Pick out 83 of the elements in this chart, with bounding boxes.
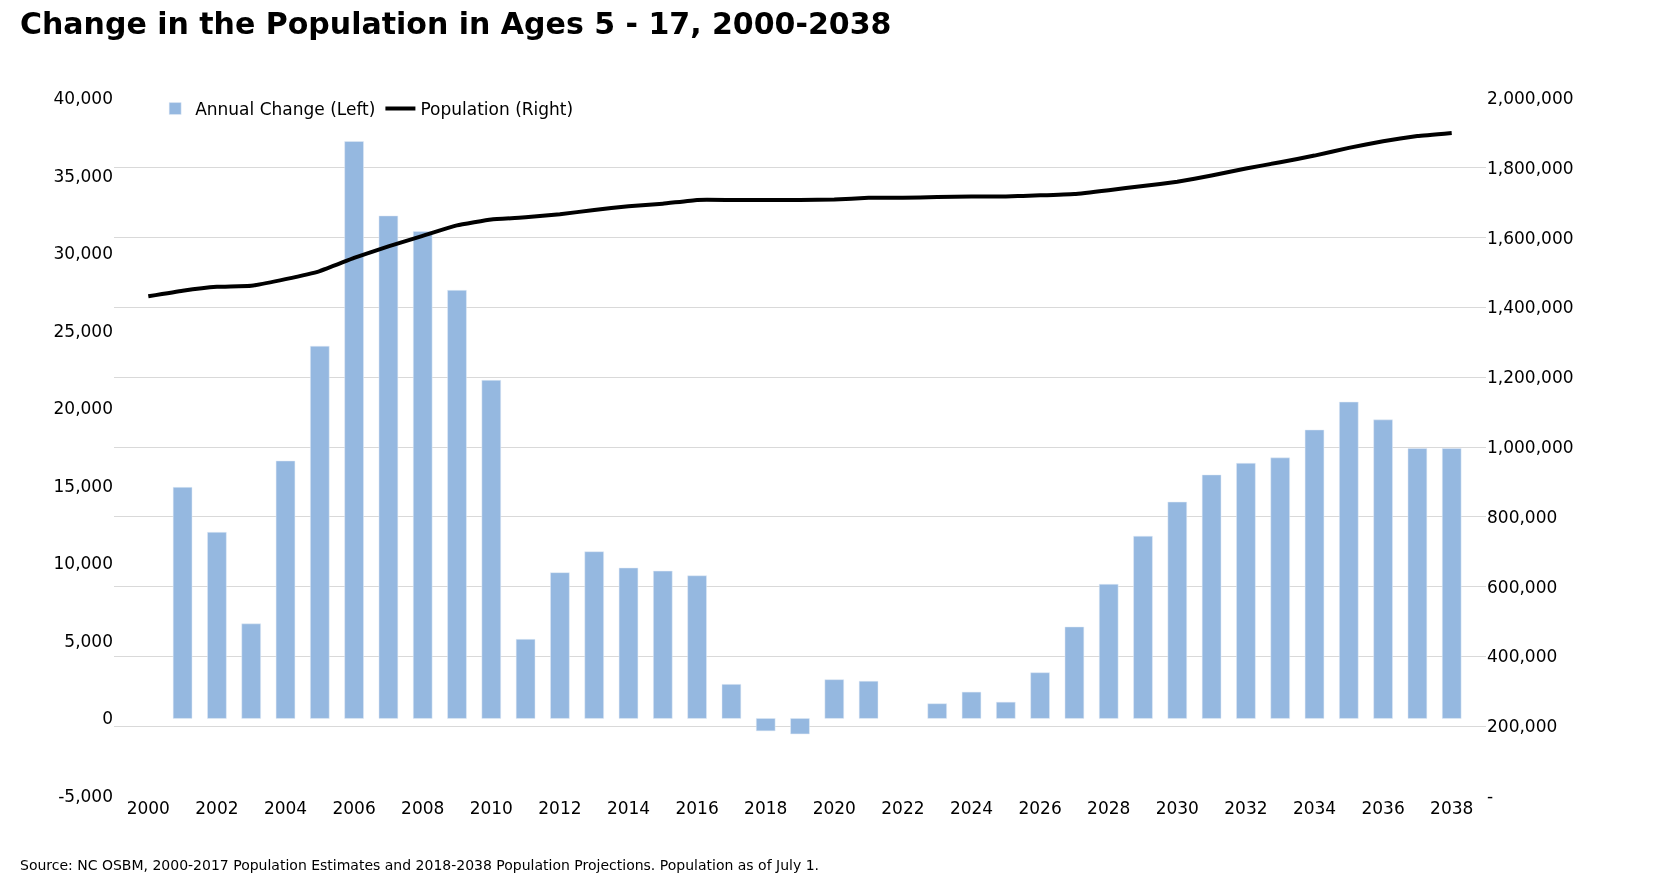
y2-tick-label: 1,800,000	[1487, 157, 1574, 178]
bar	[447, 290, 467, 719]
x-tick-label: 2030	[1155, 798, 1199, 818]
bar	[515, 639, 536, 719]
y2-tick-label: 1,400,000	[1487, 297, 1574, 318]
x-tick-label: 2020	[812, 798, 856, 818]
bar	[1442, 448, 1462, 719]
x-tick-label: 2006	[332, 798, 376, 818]
bar	[721, 684, 742, 719]
bar	[961, 691, 982, 719]
y2-tick-label: 800,000	[1487, 506, 1558, 527]
bar	[1133, 535, 1153, 719]
x-tick-label: 2016	[675, 798, 719, 818]
chart-title: Change in the Population in Ages 5 - 17, 2000-2038	[19, 6, 892, 42]
y-tick-label: 5,000	[64, 630, 113, 651]
y-tick-label: 15,000	[53, 475, 113, 496]
bar	[1167, 501, 1187, 719]
bar	[858, 680, 879, 719]
bar	[241, 623, 261, 719]
bar	[550, 572, 570, 719]
x-tick-label: 2004	[263, 798, 308, 818]
bar	[1304, 429, 1325, 719]
bar	[1201, 474, 1222, 719]
x-tick-label: 2032	[1224, 798, 1268, 818]
bar	[378, 215, 399, 719]
bar	[927, 703, 947, 719]
bar	[790, 718, 810, 735]
bar	[310, 345, 330, 719]
bar	[653, 570, 673, 719]
bar	[344, 141, 364, 719]
y-tick-label: 20,000	[53, 398, 113, 419]
bar	[1099, 584, 1119, 719]
bar	[481, 380, 501, 719]
y-tick-label: 10,000	[53, 553, 113, 574]
bar	[756, 718, 776, 732]
y-tick-label: 25,000	[53, 320, 113, 341]
x-tick-label: 2022	[881, 798, 925, 818]
x-tick-label: 2028	[1087, 798, 1131, 818]
y2-tick-label: 2,000,000	[1487, 87, 1574, 108]
source-note: Source: NC OSBM, 2000-2017 Population Estimates and 2018-2038 Population Projections. Population as of July 1.	[20, 857, 820, 873]
bar	[172, 487, 193, 719]
x-tick-label: 2010	[469, 798, 513, 818]
x-tick-label: 2000	[126, 798, 170, 818]
bar	[1064, 626, 1085, 719]
y2-tick-label: 200,000	[1487, 716, 1558, 737]
line-series	[146, 130, 1454, 299]
bar	[584, 551, 604, 719]
bar	[1407, 448, 1428, 719]
y2-tick-label: 1,000,000	[1487, 436, 1574, 457]
bar	[1030, 672, 1050, 719]
y-tick-label: 35,000	[53, 165, 113, 186]
y2-tick-label: 600,000	[1487, 576, 1558, 597]
bar	[1236, 463, 1256, 719]
y-tick-label: 40,000	[53, 87, 113, 108]
x-tick-label: 2038	[1430, 798, 1474, 818]
bar	[275, 460, 296, 719]
bar	[618, 567, 639, 719]
x-tick-label: 2018	[744, 798, 788, 818]
bar	[207, 532, 227, 719]
x-tick-label: 2024	[949, 798, 994, 818]
y-tick-label: 0	[102, 708, 113, 729]
y-tick-label: 30,000	[53, 243, 113, 264]
bar	[687, 575, 707, 719]
bar	[413, 231, 433, 719]
bar	[996, 701, 1016, 719]
legend-label: Annual Change (Left)	[195, 99, 376, 120]
bar	[1270, 457, 1290, 719]
x-tick-label: 2036	[1361, 798, 1405, 818]
x-tick-label: 2026	[1018, 798, 1062, 818]
legend-label: Population (Right)	[420, 99, 574, 120]
y2-tick-label: 1,600,000	[1487, 227, 1574, 248]
x-tick-label: 2012	[538, 798, 582, 818]
y2-tick-label: -	[1487, 785, 1494, 806]
bar	[1373, 419, 1393, 719]
bar	[824, 679, 844, 719]
bar	[1339, 401, 1359, 719]
x-tick-label: 2034	[1292, 798, 1337, 818]
y2-tick-label: 1,200,000	[1487, 367, 1574, 388]
y2-tick-label: 400,000	[1487, 646, 1558, 667]
x-tick-label: 2008	[401, 798, 445, 818]
x-tick-label: 2014	[606, 798, 651, 818]
y-tick-label: -5,000	[58, 785, 113, 806]
x-tick-label: 2002	[195, 798, 239, 818]
